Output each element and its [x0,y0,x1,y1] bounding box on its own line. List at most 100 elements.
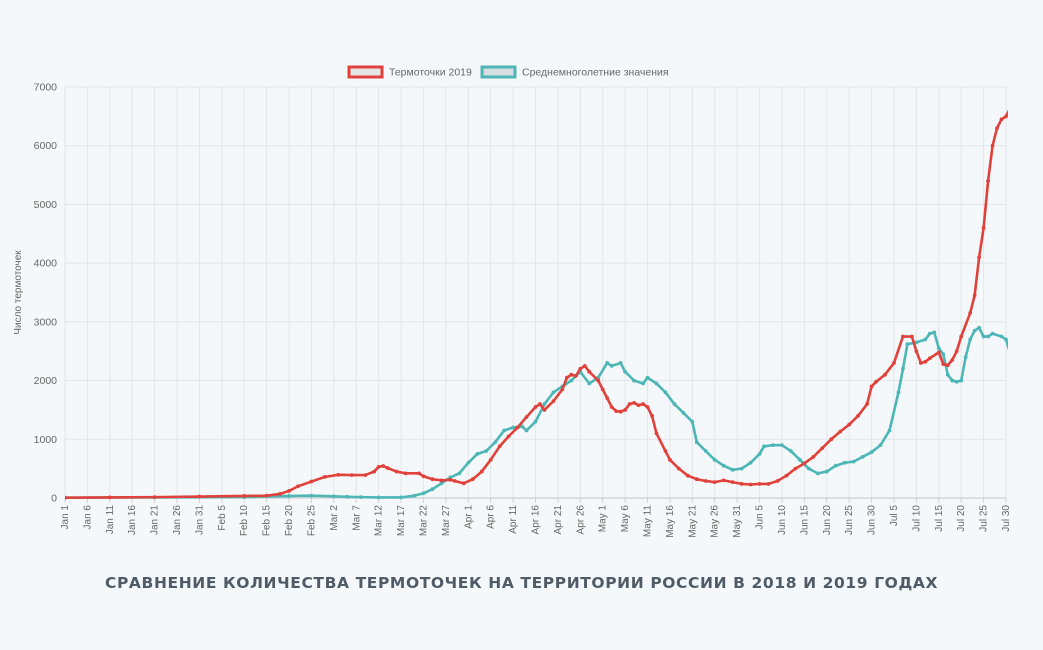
data-point [784,473,789,478]
data-point [623,369,628,374]
data-point [981,334,986,339]
data-point [511,425,515,430]
data-point [1004,337,1008,342]
data-point [385,466,390,470]
data-point [676,466,681,471]
x-tick-label: Mar 12 [374,505,385,537]
x-tick-label: Mar 7 [351,505,362,531]
data-point [479,469,484,474]
y-axis-title: Число термоточек [13,250,24,335]
series-1 [65,109,1008,500]
data-point [981,226,986,230]
legend-swatch-average [480,65,517,79]
data-point [345,494,350,499]
data-point [452,479,457,483]
data-point [376,464,381,469]
data-point [107,495,112,500]
data-point [703,449,708,453]
x-tick-label: Apr 6 [486,505,497,529]
data-point [999,334,1004,339]
data-point [959,378,964,383]
data-point [977,255,982,260]
data-point [632,400,636,405]
data-point [421,474,426,479]
data-point [466,460,471,465]
data-point [578,366,583,371]
data-point [372,469,377,474]
data-point [264,493,269,498]
data-point [941,352,946,357]
data-point [587,369,592,374]
data-point [990,143,995,148]
data-point [399,495,403,500]
data-point [829,437,834,442]
data-point [569,378,574,383]
data-point [757,482,762,486]
data-point [403,471,408,476]
x-tick-label: May 11 [643,505,654,537]
x-tick-label: Apr 1 [463,505,474,529]
x-tick-label: May 26 [710,505,721,538]
data-point [287,494,291,498]
data-point [771,443,775,448]
data-point [376,495,381,500]
data-point [703,479,708,483]
y-tick-label: 4000 [34,258,58,270]
data-point [609,363,614,368]
x-tick-label: May 31 [732,505,743,538]
data-point [775,479,780,483]
data-point [197,494,202,499]
data-point [497,444,502,449]
data-point [439,478,444,483]
data-point [936,346,941,351]
data-point [641,381,645,386]
data-point [421,491,426,496]
data-point [412,493,417,498]
y-tick-label: 7000 [34,82,58,94]
x-tick-label: Jul 25 [979,505,990,532]
data-point [923,337,928,342]
x-tick-label: May 16 [665,505,676,538]
data-point [883,372,887,377]
legend-swatch-2019 [347,65,384,79]
data-point [712,480,717,485]
data-point [363,473,368,478]
data-point [654,431,659,436]
data-point [600,387,605,392]
data-point [793,466,798,471]
data-point [636,403,641,408]
data-point [927,331,932,336]
x-tick-label: Jan 31 [194,505,205,535]
data-point [730,480,735,485]
data-point [430,477,435,482]
data-point [806,466,811,471]
y-tick-label: 5000 [34,199,58,211]
data-point [936,350,941,355]
x-tick-label: Jun 30 [867,505,878,535]
data-point [470,477,475,482]
data-point [780,443,784,448]
legend-label-2019: Термоточки 2019 [389,67,472,79]
data-point [968,311,973,315]
y-tick-label: 0 [51,493,57,505]
data-point [65,495,67,500]
y-tick-label: 1000 [34,434,58,446]
data-point [394,469,399,474]
data-point [748,460,753,465]
data-point [990,331,995,336]
data-point [573,373,578,378]
data-point [533,419,538,424]
legend-label-average: Среднемноголетние значения [522,67,669,79]
data-point [914,349,919,354]
data-point [564,375,569,380]
data-point [493,440,498,445]
data-point [739,482,744,486]
x-tick-label: Apr 16 [531,505,542,535]
data-point [551,399,556,404]
data-point [618,361,623,365]
x-tick-label: Apr 26 [575,505,586,535]
data-point [322,474,327,479]
data-point [874,379,878,384]
data-point [1009,352,1013,356]
data-point [542,408,547,412]
